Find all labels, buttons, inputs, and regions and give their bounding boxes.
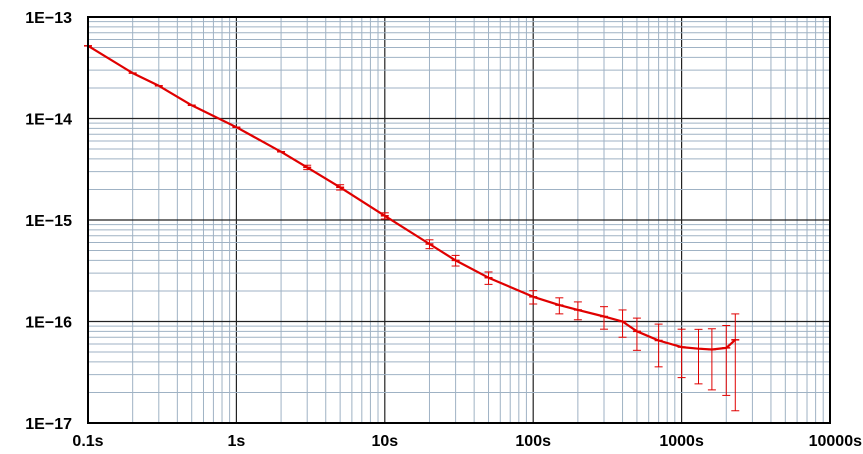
x-tick-label: 0.1s bbox=[72, 433, 103, 450]
error-bar bbox=[694, 328, 703, 385]
x-tick-label: 100s bbox=[515, 433, 551, 450]
error-bar bbox=[707, 328, 716, 391]
y-tick-label: 1E−13 bbox=[25, 10, 72, 27]
error-bar bbox=[654, 323, 663, 368]
y-tick-label: 1E−17 bbox=[25, 416, 72, 433]
series-red bbox=[84, 44, 740, 412]
error-bar bbox=[677, 328, 686, 379]
x-tick-label: 1000s bbox=[659, 433, 704, 450]
x-tick-label: 10000s bbox=[809, 433, 862, 450]
y-tick-label: 1E−15 bbox=[25, 213, 72, 230]
grid bbox=[87, 17, 830, 424]
plot-frame bbox=[87, 16, 831, 424]
x-tick-label: 1s bbox=[228, 433, 246, 450]
y-tick-label: 1E−16 bbox=[25, 315, 72, 332]
x-tick-label: 10s bbox=[371, 433, 398, 450]
error-bar bbox=[722, 325, 731, 396]
error-bar bbox=[731, 313, 740, 412]
error-bar bbox=[618, 309, 627, 338]
tick-labels: 0.1s 1s 10s 100s 1000s 10000s 1E−13 1E−14 1E−15 1… bbox=[25, 10, 862, 450]
y-tick-label: 1E−14 bbox=[25, 112, 72, 129]
error-bar bbox=[600, 306, 609, 330]
error-bar bbox=[632, 317, 641, 351]
series-line bbox=[87, 44, 737, 351]
